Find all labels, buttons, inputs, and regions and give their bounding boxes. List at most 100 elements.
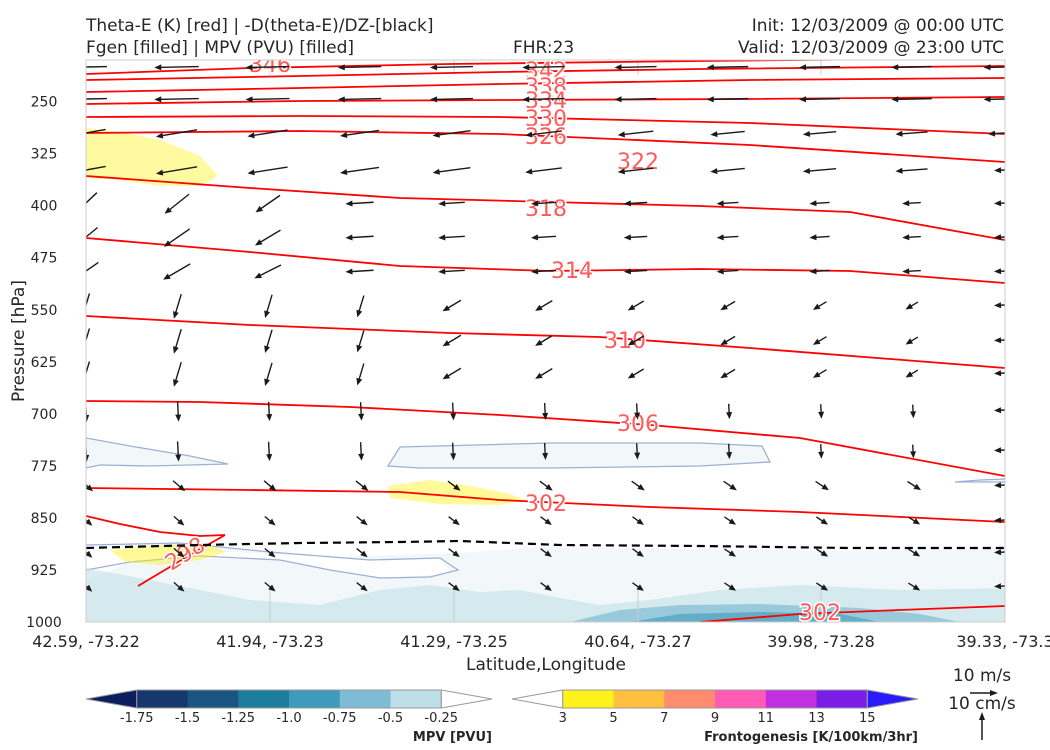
- theta-e-label-11: 302: [525, 492, 567, 517]
- wind-vector-head-4-0: [73, 208, 80, 215]
- wind-vector-head-8-7: [720, 339, 728, 346]
- wind-vector-head-5-6: [623, 234, 631, 241]
- y-tick-label-5: 625: [31, 355, 58, 371]
- x-tick-label-1: 41.94, -73.23: [216, 632, 324, 651]
- mpv-colorbar-segment-0: [85, 689, 138, 709]
- wind-vector-head-1-2: [245, 96, 253, 103]
- wind-vector-head-3-1: [155, 169, 164, 176]
- wind-vector-head-6-9: [902, 268, 910, 275]
- y-tick-label-8: 850: [31, 511, 58, 527]
- wind-vector-head-2-4: [432, 131, 440, 138]
- wind-vector-head-8-8: [812, 338, 821, 345]
- mpv-colorbar-tick-1: -1.5: [175, 711, 200, 726]
- theta-e-label-3: 334: [525, 89, 567, 114]
- wind-vector-0-3: [340, 65, 382, 69]
- wind-vector-head-9-5: [535, 372, 543, 379]
- wind-vector-head-13-10: [994, 517, 1002, 524]
- mpv-colorbar-segment-2: [187, 690, 239, 708]
- theta-e-line-5: [86, 130, 1005, 163]
- wind-vector-head-8-5: [535, 339, 543, 346]
- wind-vector-3-3: [342, 166, 380, 174]
- wind-vector-head-6-0: [71, 275, 78, 281]
- fgen-colorbar-segment-1: [562, 690, 614, 708]
- wind-vector-head-1-7: [706, 96, 714, 103]
- wind-vector-head-4-1: [164, 207, 172, 214]
- mpv-colorbar-tick-3: -1.0: [276, 711, 301, 726]
- wind-vector-head-13-9: [912, 518, 921, 525]
- wind-vector-head-0-5: [522, 64, 530, 71]
- wind-vector-9-0: [86, 361, 91, 376]
- x-axis-label: Latitude,Longitude: [466, 655, 626, 675]
- theta-e-label-8: 314: [551, 259, 593, 284]
- wind-vector-head-7-4: [442, 305, 451, 312]
- wind-vector-head-3-8: [802, 167, 811, 174]
- wind-vector-head-11-4: [450, 453, 457, 461]
- ref-horizontal-arrowhead: [990, 690, 998, 696]
- mpv-colorbar: -1.75 -1.5 -1.25 -1.0 -0.75 -0.5 -0.25: [85, 689, 493, 726]
- y-tick-label-10: 1000: [26, 615, 62, 631]
- wind-vector-head-12-10: [994, 482, 1002, 489]
- wind-vector-6-1: [165, 263, 191, 279]
- chart-title-line1: Theta-E (K) [red] | -D(theta-E)/DZ-[blac…: [86, 16, 434, 36]
- wind-vector-head-4-3: [345, 200, 353, 207]
- mpv-colorbar-segment-4: [289, 690, 341, 708]
- wind-vector-0-5: [525, 65, 565, 69]
- wind-vector-head-4-10: [994, 200, 1002, 207]
- wind-vector-3-2: [250, 166, 288, 174]
- mpv-region-right: [954, 478, 1005, 483]
- wind-vector-head-2-0: [63, 133, 70, 139]
- wind-vector-head-15-10: [994, 583, 1002, 590]
- theta-e-label-5: 326: [525, 125, 567, 150]
- wind-vector-head-11-6: [634, 452, 641, 460]
- fgen-colorbar: 3 5 7 9 11 13 15: [511, 689, 919, 726]
- wind-vector-1-1: [157, 97, 199, 101]
- wind-vector-head-13-7: [728, 518, 737, 525]
- y-axis-label: Pressure [hPa]: [9, 280, 29, 402]
- wind-vector-head-7-8: [812, 303, 821, 310]
- wind-vector-head-5-10: [994, 234, 1002, 241]
- mpv-colorbar-segment-7: [440, 689, 493, 709]
- wind-vector-2-8: [805, 131, 837, 135]
- wind-vector-head-14-8: [820, 550, 829, 557]
- theta-e-line-9: [86, 400, 1005, 477]
- wind-vector-head-14-3: [360, 550, 368, 558]
- plot-frame: [85, 59, 1006, 623]
- wind-vector-head-4-9: [902, 200, 910, 207]
- wind-vector-head-10-6: [634, 412, 641, 420]
- wind-vector-head-3-3: [340, 169, 348, 175]
- fgen-colorbar-tick-3: 9: [711, 711, 719, 726]
- wind-vector-head-0-3: [337, 64, 345, 71]
- wind-vector-head-3-0: [63, 170, 70, 176]
- wind-vector-head-12-0: [86, 484, 94, 492]
- wind-vector-4-2: [257, 194, 281, 212]
- wind-vector-head-0-2: [245, 64, 253, 71]
- wind-vector-head-2-1: [155, 132, 164, 139]
- wind-vector-head-14-4: [452, 550, 460, 558]
- wind-vector-2-10: [990, 132, 1005, 135]
- wind-vector-head-13-2: [268, 518, 276, 526]
- wind-vector-head-12-7: [729, 483, 737, 491]
- wind-vector-head-2-5: [525, 131, 533, 138]
- wind-vector-head-0-7: [706, 64, 714, 71]
- mpv-colorbar-tick-2: -1.25: [221, 711, 255, 726]
- wind-vector-head-5-7: [716, 234, 724, 241]
- mpv-colorbar-label: MPV [PVU]: [413, 730, 492, 745]
- wind-vector-head-5-3: [345, 234, 353, 241]
- mpv-colorbar-segment-1: [136, 690, 188, 708]
- wind-vector-head-15-0: [86, 584, 93, 592]
- x-tick-label-2: 41.29, -73.25: [400, 632, 508, 651]
- theta-e-line-2: [86, 77, 1005, 93]
- wind-vector-head-7-1: [173, 311, 179, 319]
- fgen-colorbar-segment-2: [613, 690, 665, 708]
- mpv-colorbar-segment-6: [390, 690, 442, 708]
- wind-vector-head-12-5: [545, 484, 553, 491]
- chart-title-line2: Fgen [filled] | MPV (PVU) [filled]: [86, 38, 355, 58]
- mpv-region-left: [86, 437, 229, 469]
- wind-vector-head-2-9: [895, 130, 903, 137]
- wind-vector-2-6: [620, 130, 654, 136]
- wind-vector-head-4-6: [623, 200, 631, 207]
- wind-vector-head-0-10: [983, 64, 991, 71]
- fgen-colorbar-segment-4: [715, 690, 767, 708]
- wind-vector-head-1-0: [62, 96, 69, 102]
